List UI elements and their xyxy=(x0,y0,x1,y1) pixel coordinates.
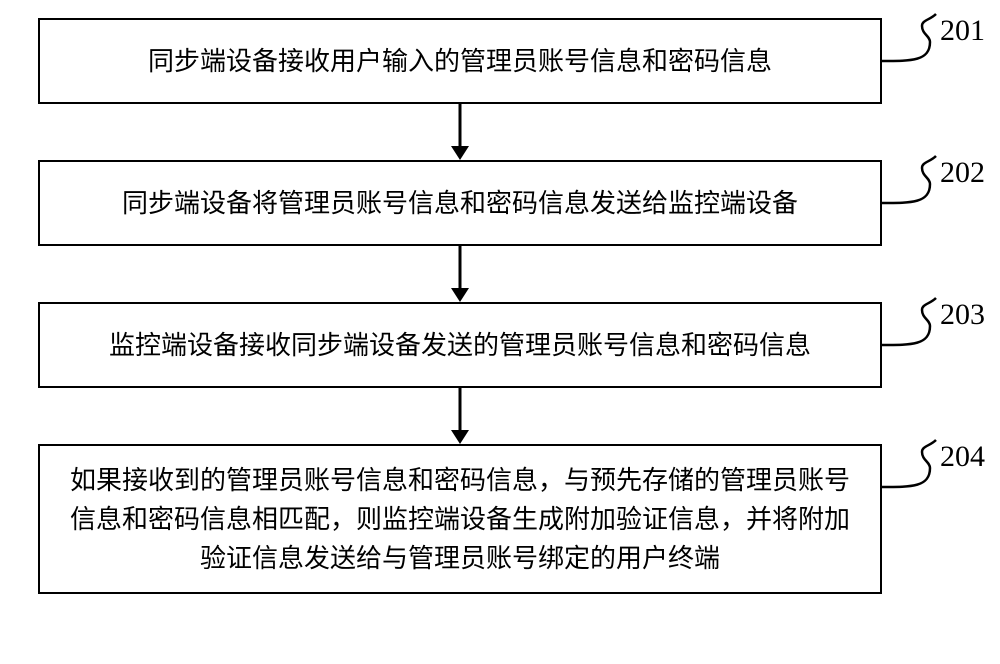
step-num-202: 202 xyxy=(940,156,985,190)
step-num-201: 201 xyxy=(940,14,985,48)
step-text-204: 如果接收到的管理员账号信息和密码信息，与预先存储的管理员账号信息和密码信息相匹配… xyxy=(60,461,860,578)
arrow-3-4 xyxy=(451,388,469,444)
connector-202 xyxy=(882,156,942,216)
step-box-201: 同步端设备接收用户输入的管理员账号信息和密码信息 xyxy=(38,18,882,104)
connector-204 xyxy=(882,440,942,500)
step-box-204: 如果接收到的管理员账号信息和密码信息，与预先存储的管理员账号信息和密码信息相匹配… xyxy=(38,444,882,594)
step-box-202: 同步端设备将管理员账号信息和密码信息发送给监控端设备 xyxy=(38,160,882,246)
step-box-203: 监控端设备接收同步端设备发送的管理员账号信息和密码信息 xyxy=(38,302,882,388)
step-text-201: 同步端设备接收用户输入的管理员账号信息和密码信息 xyxy=(148,42,772,81)
step-text-203: 监控端设备接收同步端设备发送的管理员账号信息和密码信息 xyxy=(109,326,811,365)
step-num-204: 204 xyxy=(940,440,985,474)
arrow-1-2 xyxy=(451,104,469,160)
arrow-2-3 xyxy=(451,246,469,302)
connector-203 xyxy=(882,298,942,358)
step-num-203: 203 xyxy=(940,298,985,332)
step-text-202: 同步端设备将管理员账号信息和密码信息发送给监控端设备 xyxy=(122,184,798,223)
flowchart-canvas: 同步端设备接收用户输入的管理员账号信息和密码信息 201 同步端设备将管理员账号… xyxy=(0,0,1000,664)
connector-201 xyxy=(882,14,942,74)
